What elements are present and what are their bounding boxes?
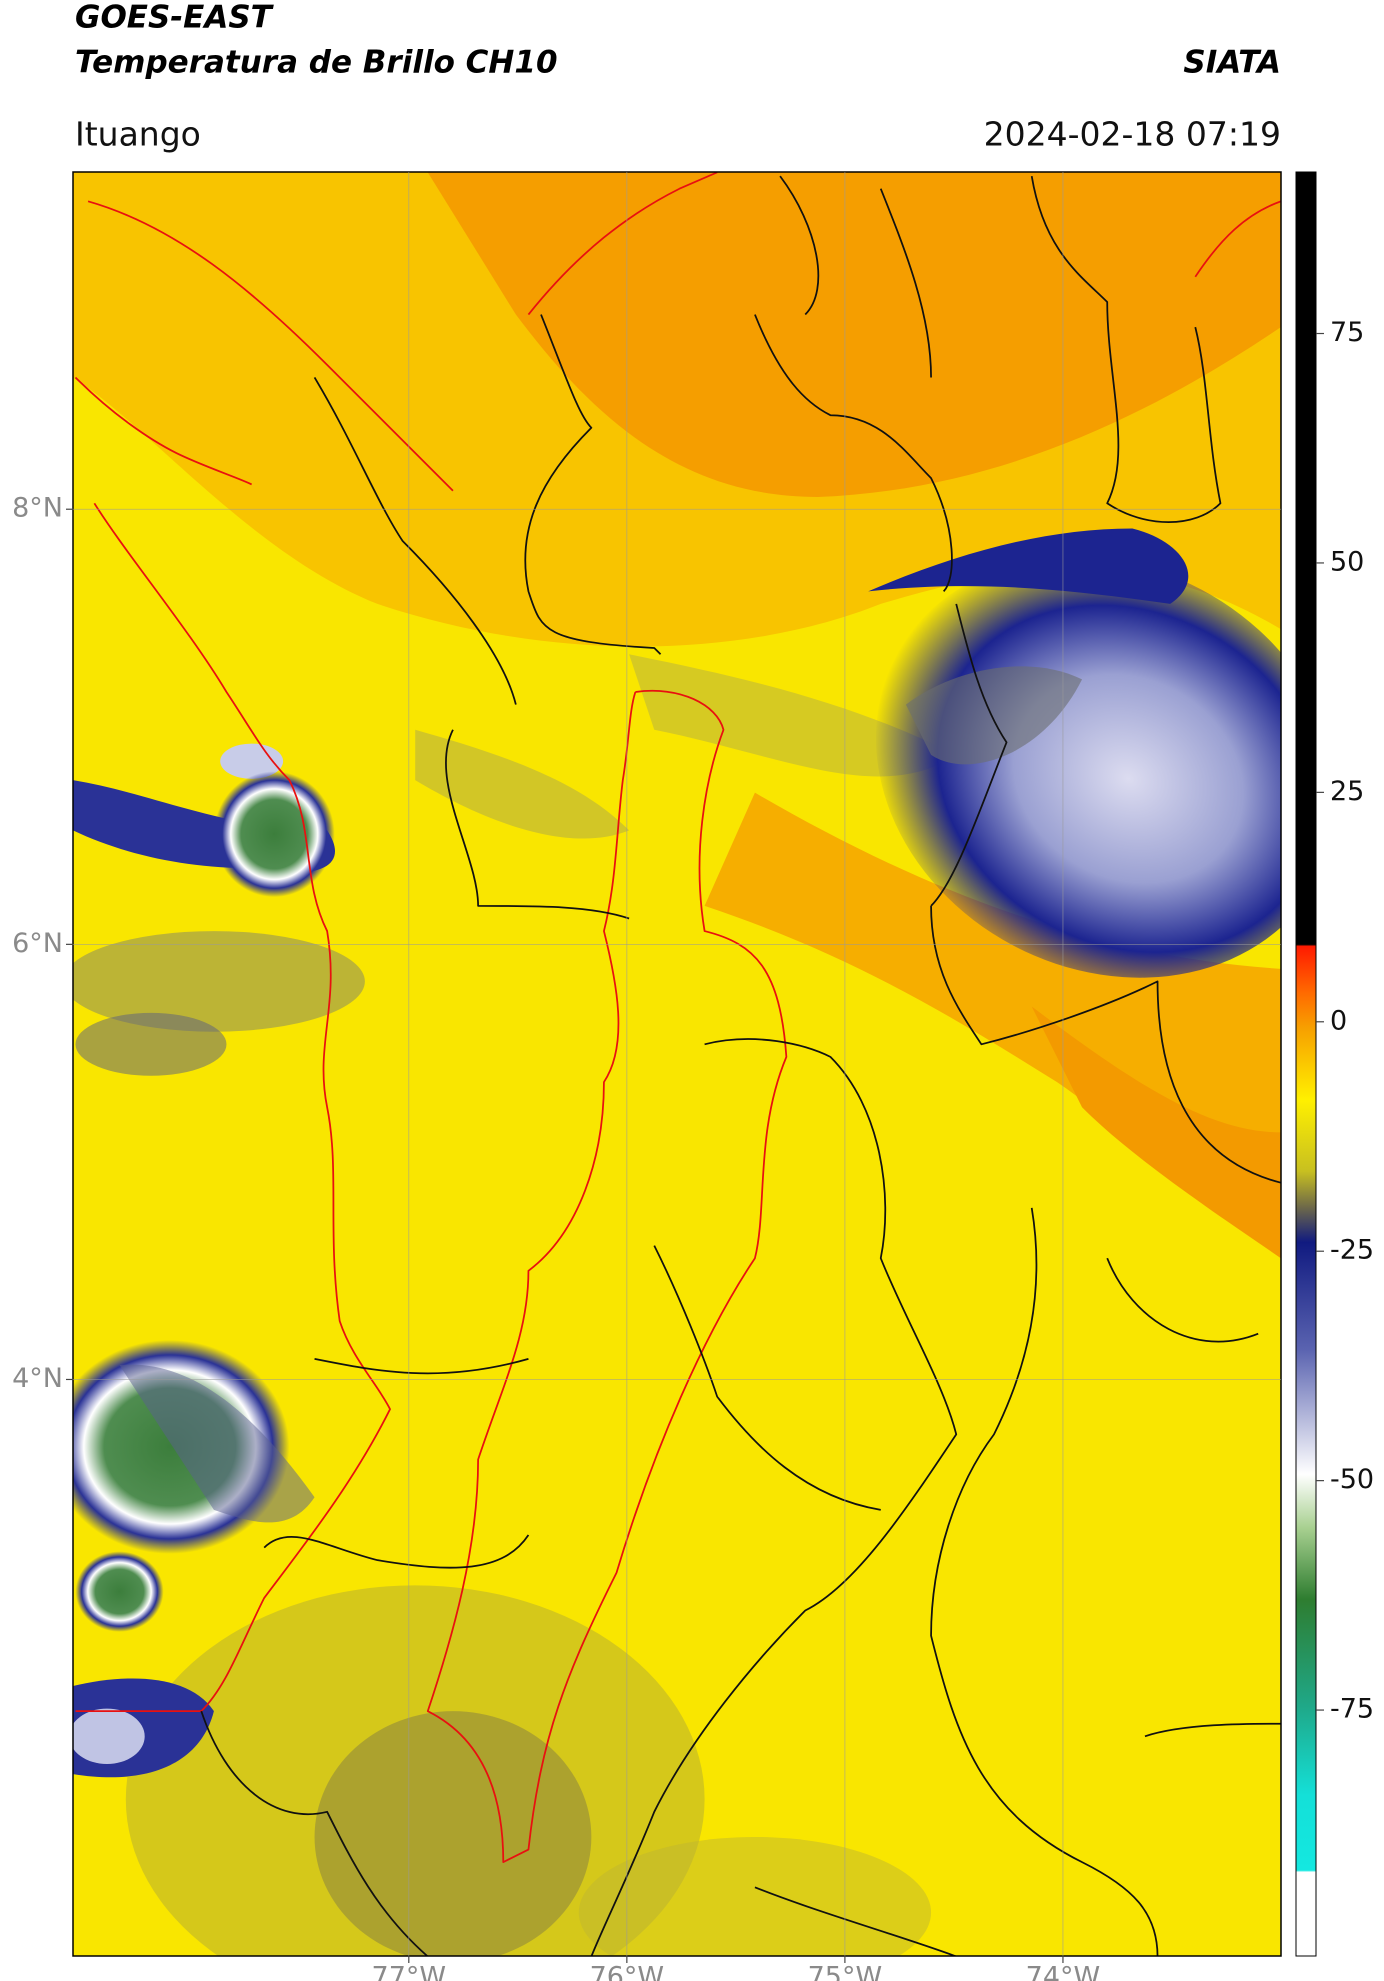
colorbar-label: -25: [1330, 1235, 1374, 1266]
source: SIATA: [1183, 45, 1281, 81]
y-tick-label: 6°N: [12, 928, 63, 959]
colorbar: [1295, 171, 1317, 1957]
colorbar-label: 25: [1330, 776, 1364, 807]
y-tick-label: 8°N: [12, 493, 63, 524]
colorbar-label: 0: [1330, 1005, 1347, 1036]
x-tick-label: 75°W: [808, 1962, 883, 1981]
subtitle: Temperatura de Brillo CH10: [75, 45, 558, 81]
location: Ituango: [75, 115, 201, 154]
datetime: 2024-02-18 07:19: [984, 115, 1281, 154]
y-tick-label: 4°N: [12, 1363, 63, 1394]
title: GOES-EAST: [75, 0, 275, 36]
colorbar-label: 75: [1330, 317, 1364, 348]
x-tick-label: 74°W: [1026, 1962, 1101, 1981]
colorbar-label: -75: [1330, 1694, 1374, 1725]
colorbar-label: 50: [1330, 546, 1364, 577]
colorbar-label: -50: [1330, 1464, 1374, 1495]
map-frame: [72, 171, 1282, 1957]
x-tick-label: 77°W: [372, 1962, 447, 1981]
map-image: [73, 172, 1281, 1956]
x-tick-label: 76°W: [590, 1962, 665, 1981]
